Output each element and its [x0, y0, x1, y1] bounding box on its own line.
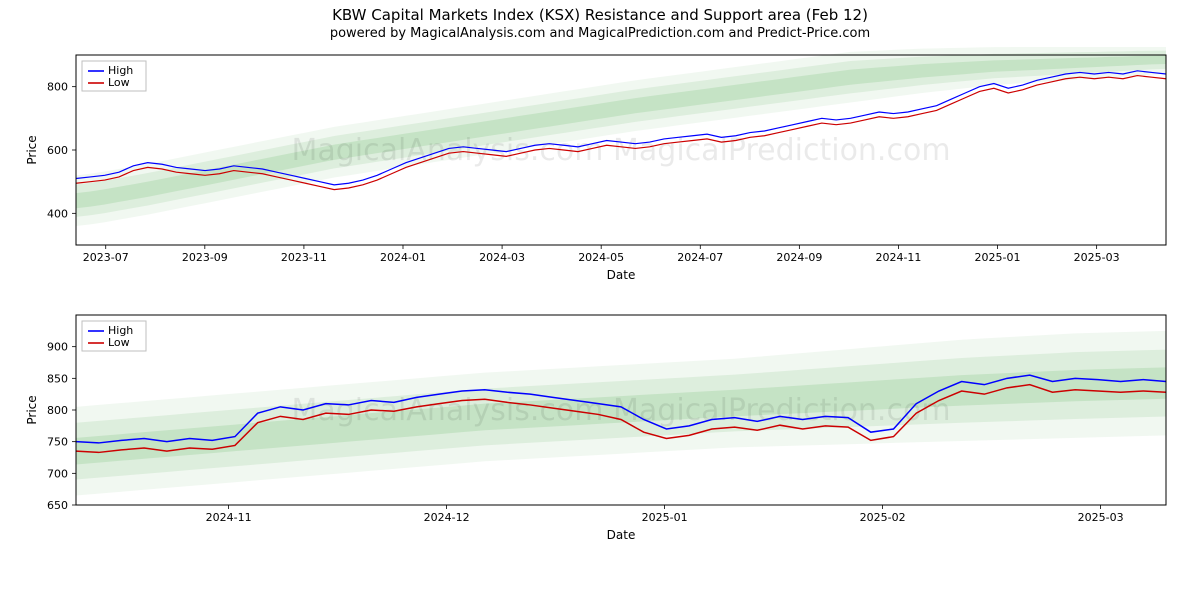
- x-tick-label: 2024-07: [677, 251, 723, 264]
- y-tick-label: 400: [47, 207, 68, 220]
- x-tick-label: 2025-03: [1078, 511, 1124, 524]
- y-tick-label: 800: [47, 81, 68, 94]
- x-tick-label: 2023-11: [281, 251, 327, 264]
- y-tick-label: 800: [47, 404, 68, 417]
- y-tick-label: 700: [47, 467, 68, 480]
- x-tick-label: 2023-07: [83, 251, 129, 264]
- x-tick-label: 2024-09: [776, 251, 822, 264]
- figure-container: KBW Capital Markets Index (KSX) Resistan…: [0, 0, 1200, 600]
- top-chart-svg: MagicalAnalysis.com MagicalPrediction.co…: [20, 47, 1180, 287]
- x-axis-label: Date: [607, 268, 636, 282]
- bottom-chart-svg: MagicalAnalysis.com MagicalPrediction.co…: [20, 307, 1180, 547]
- bottom-chart-wrap: MagicalAnalysis.com MagicalPrediction.co…: [20, 307, 1180, 547]
- y-axis-label: Price: [25, 395, 39, 424]
- y-tick-label: 750: [47, 436, 68, 449]
- x-tick-label: 2025-02: [860, 511, 906, 524]
- x-tick-label: 2025-01: [642, 511, 688, 524]
- x-tick-label: 2024-03: [479, 251, 525, 264]
- x-tick-label: 2024-12: [424, 511, 470, 524]
- chart-title: KBW Capital Markets Index (KSX) Resistan…: [0, 6, 1200, 24]
- legend-low-label: Low: [108, 76, 130, 89]
- y-tick-label: 850: [47, 372, 68, 385]
- x-axis-label: Date: [607, 528, 636, 542]
- y-tick-label: 900: [47, 341, 68, 354]
- x-tick-label: 2024-01: [380, 251, 426, 264]
- top-chart-wrap: MagicalAnalysis.com MagicalPrediction.co…: [20, 47, 1180, 287]
- x-tick-label: 2025-01: [975, 251, 1021, 264]
- x-tick-label: 2024-11: [875, 251, 921, 264]
- y-tick-label: 600: [47, 144, 68, 157]
- titles-block: KBW Capital Markets Index (KSX) Resistan…: [0, 0, 1200, 41]
- y-axis-label: Price: [25, 135, 39, 164]
- chart-subtitle: powered by MagicalAnalysis.com and Magic…: [0, 26, 1200, 41]
- x-tick-label: 2025-03: [1074, 251, 1120, 264]
- x-tick-label: 2024-11: [206, 511, 252, 524]
- legend-low-label: Low: [108, 336, 130, 349]
- x-tick-label: 2024-05: [578, 251, 624, 264]
- x-tick-label: 2023-09: [182, 251, 228, 264]
- y-tick-label: 650: [47, 499, 68, 512]
